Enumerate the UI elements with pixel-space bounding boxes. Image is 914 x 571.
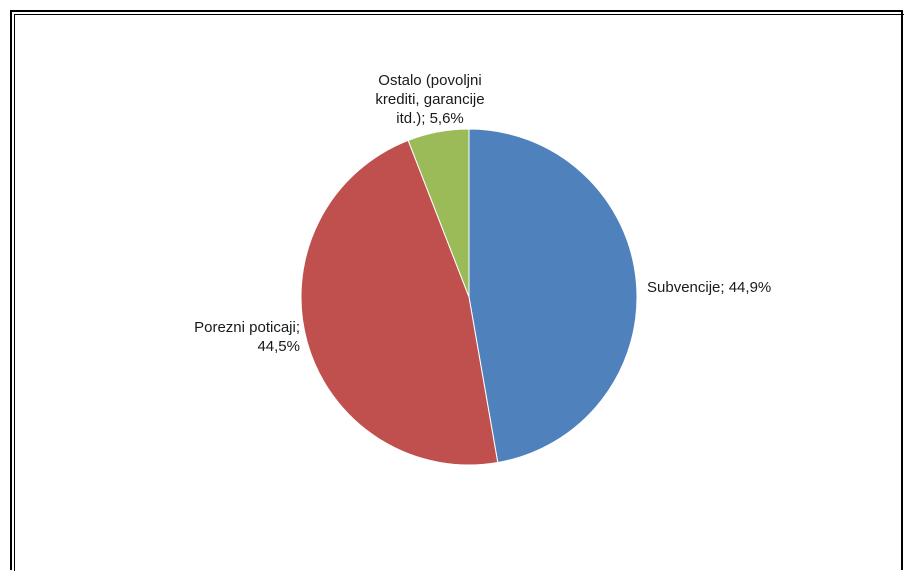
chart-frame bbox=[10, 10, 903, 570]
pie-slice-subvencije bbox=[468, 128, 638, 464]
chart-frame-inner bbox=[14, 14, 904, 571]
slice-label-ostalo: Ostalo (povoljni krediti, garancije itd.… bbox=[375, 72, 485, 127]
pie-slice-porezni-poticaji bbox=[300, 139, 499, 466]
slice-label-subvencije: Subvencije; 44,9% bbox=[647, 279, 772, 296]
pie-slice-ostalo bbox=[407, 128, 470, 298]
slice-label-porezni-poticaji: Porezni poticaji; 44,5% bbox=[194, 319, 300, 355]
